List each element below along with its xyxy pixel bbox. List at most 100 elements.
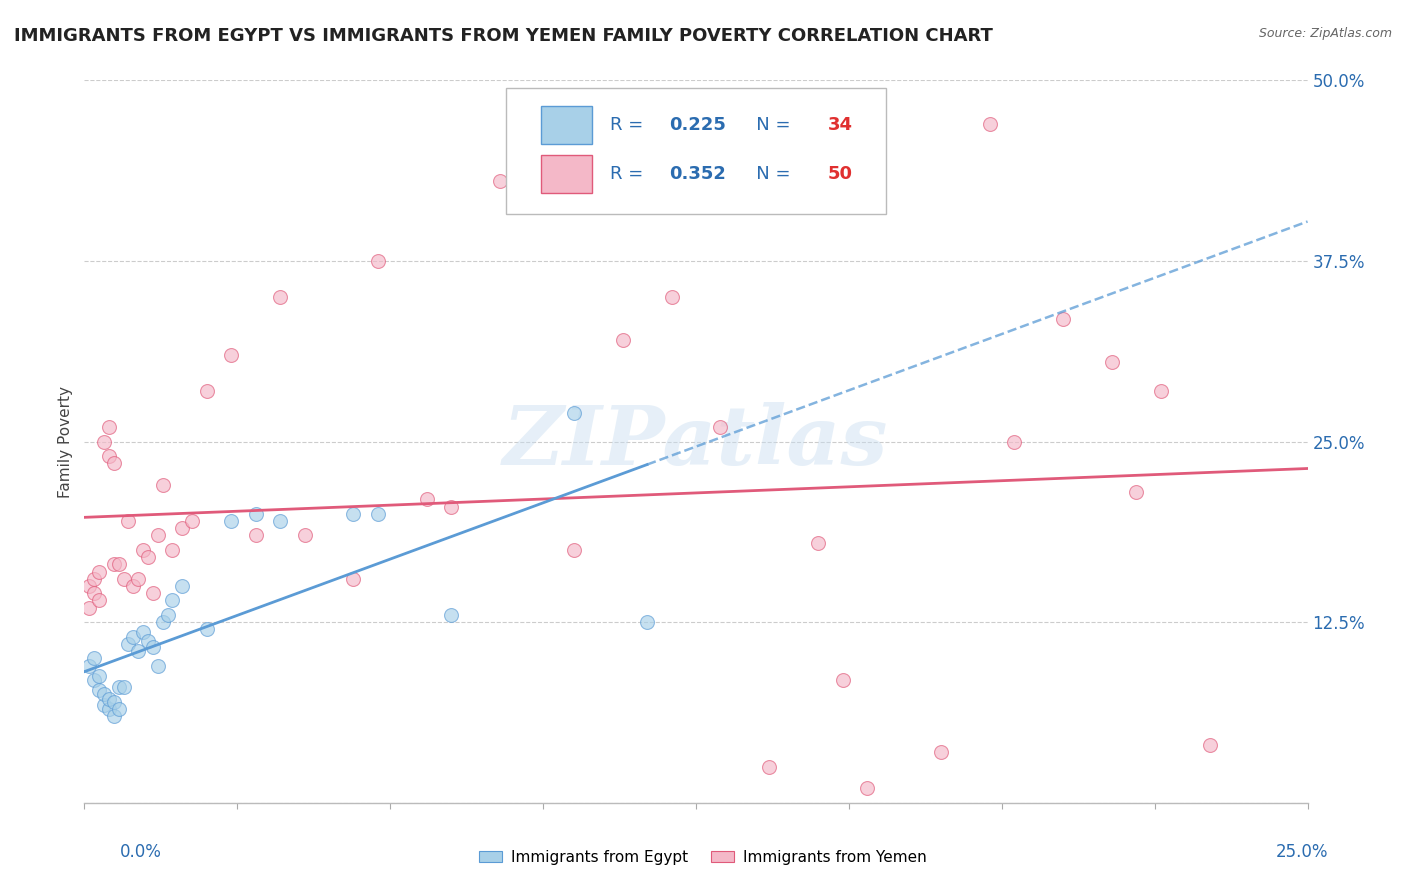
Point xyxy=(122,630,145,644)
Point xyxy=(269,514,291,528)
Point xyxy=(103,456,125,470)
Point xyxy=(97,691,120,706)
Point xyxy=(152,615,174,630)
Point xyxy=(107,680,129,694)
Point xyxy=(83,673,105,687)
Point xyxy=(195,623,218,637)
Point xyxy=(636,615,658,630)
Text: R =: R = xyxy=(610,165,650,183)
Point xyxy=(77,600,100,615)
Point xyxy=(132,542,155,557)
Point xyxy=(127,572,149,586)
Point xyxy=(107,702,129,716)
Point xyxy=(93,687,115,701)
Text: 25.0%: 25.0% xyxy=(1277,843,1329,861)
Point xyxy=(103,695,125,709)
Point xyxy=(146,658,169,673)
Point xyxy=(136,550,159,565)
Point xyxy=(294,528,316,542)
Point xyxy=(562,542,585,557)
Point xyxy=(93,434,115,449)
Point xyxy=(342,572,364,586)
Point xyxy=(195,384,218,398)
Text: 0.225: 0.225 xyxy=(669,116,725,134)
Point xyxy=(97,420,120,434)
Point xyxy=(342,507,364,521)
FancyBboxPatch shape xyxy=(506,87,886,214)
Point xyxy=(93,698,115,712)
Point xyxy=(146,528,169,542)
Point xyxy=(87,565,110,579)
Text: N =: N = xyxy=(738,165,796,183)
Text: 0.352: 0.352 xyxy=(669,165,725,183)
Point xyxy=(1101,355,1123,369)
Text: 34: 34 xyxy=(828,116,853,134)
Text: IMMIGRANTS FROM EGYPT VS IMMIGRANTS FROM YEMEN FAMILY POVERTY CORRELATION CHART: IMMIGRANTS FROM EGYPT VS IMMIGRANTS FROM… xyxy=(14,27,993,45)
Point xyxy=(97,449,120,463)
Point xyxy=(245,528,267,542)
Point xyxy=(1150,384,1173,398)
Point xyxy=(219,348,242,362)
Text: ZIPatlas: ZIPatlas xyxy=(503,401,889,482)
FancyBboxPatch shape xyxy=(541,155,592,193)
Point xyxy=(103,558,125,572)
Text: R =: R = xyxy=(610,116,650,134)
Point xyxy=(152,478,174,492)
Point xyxy=(562,406,585,420)
Text: Source: ZipAtlas.com: Source: ZipAtlas.com xyxy=(1258,27,1392,40)
Point xyxy=(831,673,853,687)
Point xyxy=(112,572,135,586)
Point xyxy=(83,651,105,665)
Text: 50: 50 xyxy=(828,165,853,183)
Point xyxy=(1125,485,1147,500)
Point xyxy=(156,607,179,622)
Point xyxy=(87,593,110,607)
Point xyxy=(142,586,165,600)
FancyBboxPatch shape xyxy=(541,106,592,144)
Point xyxy=(1002,434,1025,449)
Point xyxy=(416,492,439,507)
Point xyxy=(83,572,105,586)
Point xyxy=(1052,311,1074,326)
Y-axis label: Family Poverty: Family Poverty xyxy=(58,385,73,498)
Point xyxy=(367,253,389,268)
Text: N =: N = xyxy=(738,116,796,134)
Point xyxy=(758,760,780,774)
Point xyxy=(87,683,110,698)
Point xyxy=(127,644,149,658)
Point xyxy=(112,680,135,694)
Point xyxy=(97,702,120,716)
Point xyxy=(367,507,389,521)
Point xyxy=(172,521,194,535)
Point xyxy=(440,607,463,622)
Point xyxy=(117,637,139,651)
Point xyxy=(107,558,129,572)
Point xyxy=(122,579,145,593)
Point xyxy=(136,634,159,648)
Point xyxy=(979,117,1001,131)
Point xyxy=(142,640,165,654)
Point xyxy=(87,668,110,682)
Point xyxy=(181,514,204,528)
Point xyxy=(77,579,100,593)
Point xyxy=(172,579,194,593)
Point xyxy=(929,745,952,759)
Point xyxy=(83,586,105,600)
Point xyxy=(269,290,291,304)
Point xyxy=(162,542,184,557)
Point xyxy=(440,500,463,514)
Point xyxy=(77,658,100,673)
Point xyxy=(709,420,731,434)
Point xyxy=(245,507,267,521)
Point xyxy=(612,334,634,348)
Point xyxy=(103,709,125,723)
Point xyxy=(489,174,512,188)
Point xyxy=(132,625,155,640)
Point xyxy=(1198,738,1220,752)
Point xyxy=(856,781,879,796)
Point xyxy=(661,290,683,304)
Point xyxy=(807,535,830,549)
Point xyxy=(117,514,139,528)
Point xyxy=(162,593,184,607)
Text: 0.0%: 0.0% xyxy=(120,843,162,861)
